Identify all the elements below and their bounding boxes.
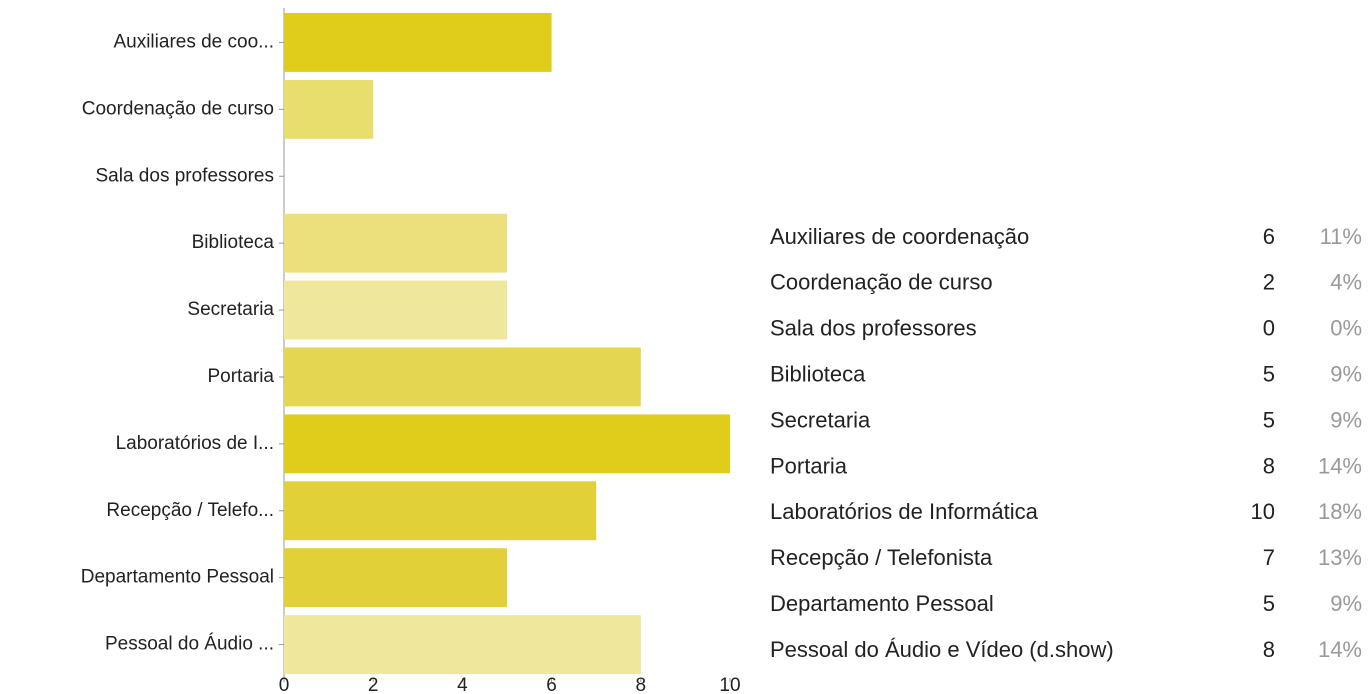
row-percent: 14% [1318,453,1362,478]
row-count: 2 [1263,270,1275,295]
row-count: 7 [1263,545,1275,570]
x-tick-label: 6 [546,675,557,694]
row-count: 0 [1263,316,1275,341]
row-percent: 13% [1318,545,1362,570]
bar [284,347,641,407]
row-percent: 9% [1330,362,1362,387]
y-tick-label: Departamento Pessoal [81,567,274,588]
row-label: Portaria [770,453,848,478]
y-tick-label: Secretaria [187,299,274,320]
y-tick-label: Auxiliares de coo... [113,31,274,52]
row-count: 10 [1251,499,1275,524]
row-label: Biblioteca [770,362,866,387]
bar [284,213,507,273]
x-tick-label: 4 [457,675,468,694]
y-tick-label: Coordenação de curso [82,98,274,119]
bar [284,615,641,674]
y-tick-label: Pessoal do Áudio ... [105,634,274,655]
y-tick-label: Recepção / Telefo... [106,500,274,521]
row-percent: 0% [1330,316,1362,341]
row-label: Sala dos professores [770,316,977,341]
row-count: 5 [1263,591,1275,616]
bar [284,481,597,541]
row-label: Laboratórios de Informática [770,499,1039,524]
x-tick-label: 8 [636,675,647,694]
y-tick-label: Portaria [207,366,274,387]
y-tick-label: Laboratórios de I... [116,433,274,454]
y-tick-label: Sala dos professores [96,165,275,186]
bar [284,548,507,608]
row-percent: 14% [1318,637,1362,662]
x-tick-label: 10 [719,675,740,694]
row-percent: 9% [1330,591,1362,616]
row-count: 6 [1263,224,1275,249]
x-tick-label: 0 [279,675,290,694]
row-label: Departamento Pessoal [770,591,994,616]
row-count: 8 [1263,637,1275,662]
row-label: Auxiliares de coordenação [770,224,1029,249]
row-count: 5 [1263,362,1275,387]
row-percent: 18% [1318,499,1362,524]
row-label: Pessoal do Áudio e Vídeo (d.show) [770,637,1114,662]
row-percent: 11% [1320,224,1362,249]
y-tick-label: Biblioteca [192,232,275,253]
row-count: 5 [1263,407,1275,432]
row-label: Recepção / Telefonista [770,545,993,570]
row-percent: 9% [1330,407,1362,432]
row-label: Secretaria [770,407,871,432]
bar [284,280,507,340]
bar [284,414,730,474]
bar [284,79,374,139]
row-percent: 4% [1330,270,1362,295]
bar [284,13,552,72]
row-label: Coordenação de curso [770,270,993,295]
row-count: 8 [1263,453,1275,478]
x-tick-label: 2 [368,675,379,694]
